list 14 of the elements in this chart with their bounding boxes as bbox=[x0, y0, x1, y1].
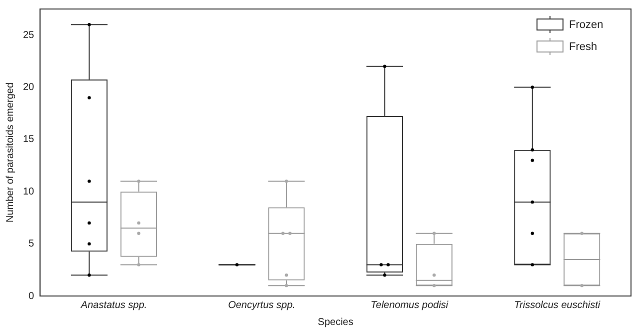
y-tick-label: 0 bbox=[28, 290, 35, 302]
y-tick-label: 10 bbox=[23, 186, 35, 198]
legend-label: Frozen bbox=[569, 19, 604, 32]
x-tick-label: Oencyrtus spp. bbox=[228, 300, 296, 311]
x-axis-title: Species bbox=[318, 316, 354, 328]
x-tick-label: Trissolcus euschisti bbox=[514, 300, 601, 311]
y-tick-label: 20 bbox=[23, 82, 35, 94]
legend-label: Fresh bbox=[569, 41, 598, 54]
x-tick-label: Anastatus spp. bbox=[80, 300, 148, 311]
y-tick-label: 15 bbox=[23, 134, 35, 146]
y-axis-title: Number of parasitoids emerged bbox=[4, 82, 16, 223]
y-tick-label: 5 bbox=[28, 238, 35, 250]
y-tick-label: 25 bbox=[23, 30, 35, 41]
x-tick-label: Telenomus podisi bbox=[370, 300, 449, 311]
